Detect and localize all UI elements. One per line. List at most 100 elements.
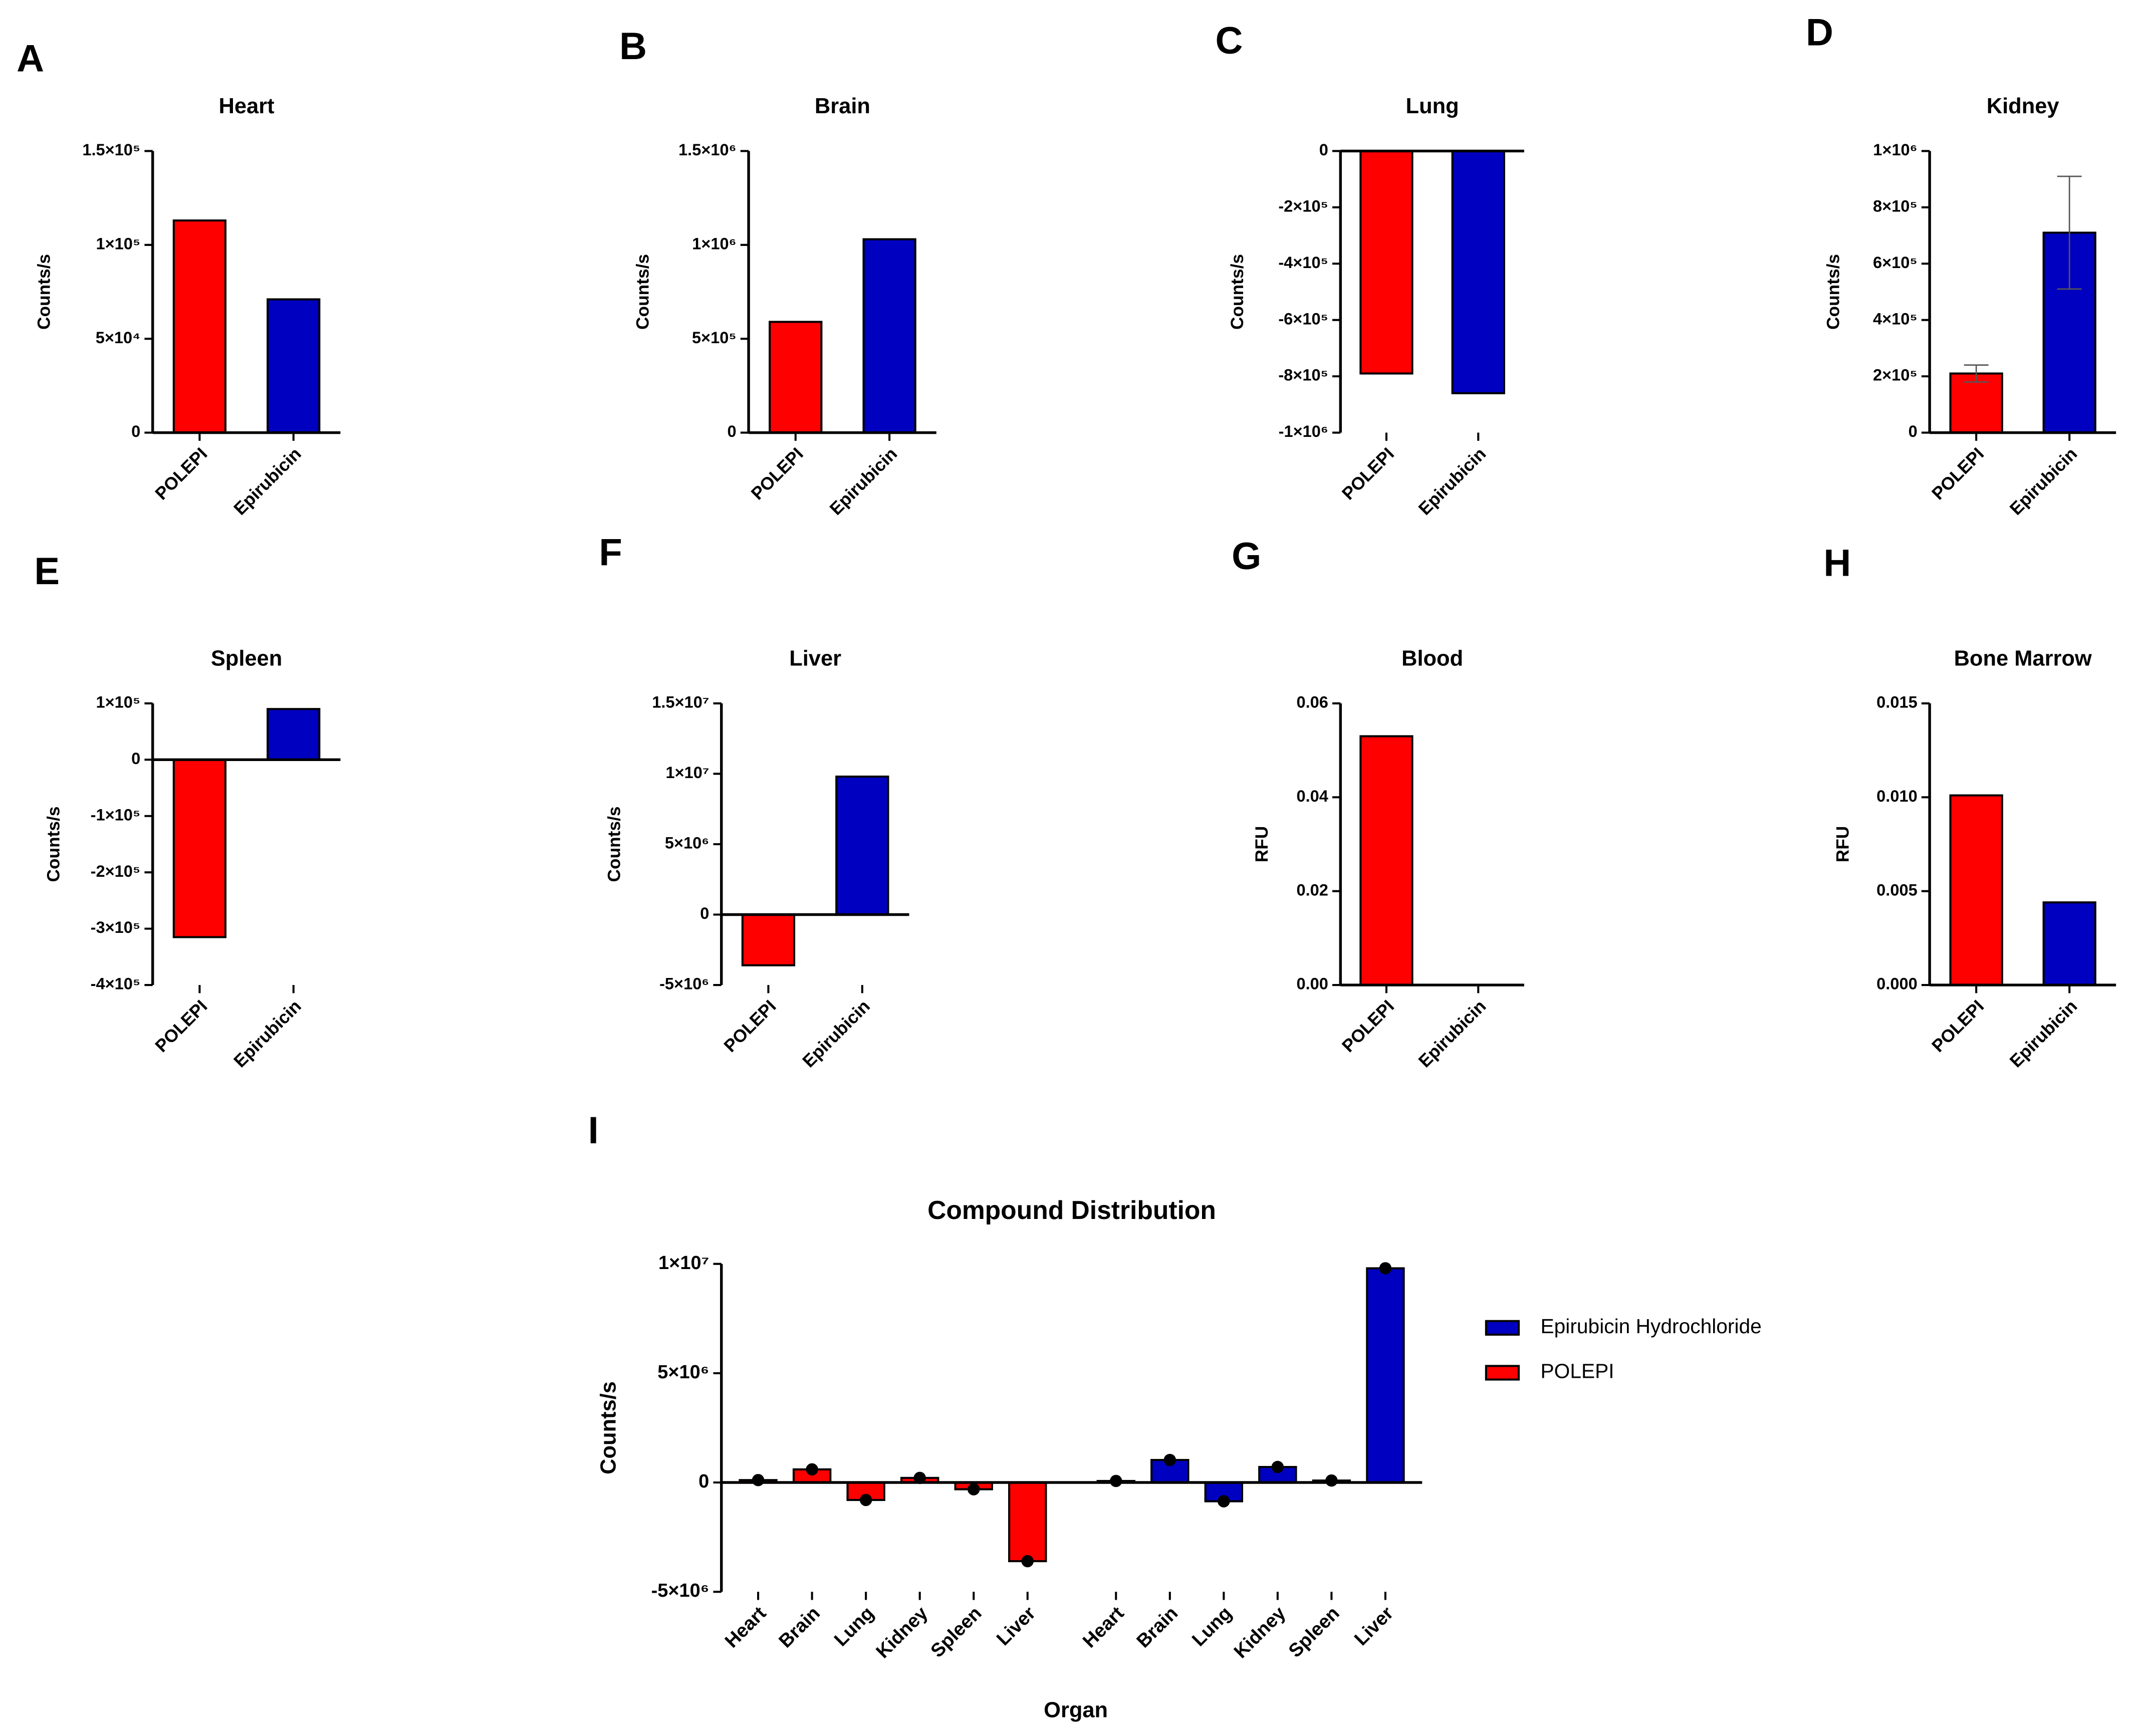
y-axis-label: Counts/s [633,254,652,330]
y-tick-label: 0.06 [1296,693,1328,711]
y-tick-label: -5×10⁶ [659,975,709,993]
legend-label: POLEPI [1541,1360,1614,1383]
y-tick-label: -3×10⁵ [91,918,141,936]
y-axis-label: Counts/s [1228,254,1247,330]
y-tick-label: 1×10⁶ [692,234,736,253]
y-tick-label: -2×10⁵ [1278,197,1328,215]
chart-title: Brain [815,94,870,118]
data-point [859,1494,872,1507]
x-tick-label: Liver [993,1603,1040,1650]
error-bar [1964,364,1989,383]
legend-label: Epirubicin Hydrochloride [1541,1315,1762,1338]
y-tick-label: -4×10⁵ [91,975,141,993]
bar [1949,794,2003,986]
error-bar [2057,175,2082,290]
y-tick-label: 0 [1909,422,1918,440]
x-tick-label: Epirubicin [2006,444,2081,519]
x-tick-label: Epirubicin [799,997,874,1072]
panel-letter: C [1215,20,1243,62]
y-tick-label: 1×10⁵ [96,693,141,711]
data-point [1379,1262,1392,1275]
y-tick-label: 4×10⁵ [1873,310,1918,328]
y-tick-label: 5×10⁶ [657,1362,709,1383]
y-tick-label: 2×10⁵ [1873,366,1918,384]
bar [2042,901,2096,986]
x-tick-label: Spleen [1285,1603,1344,1662]
bar [835,776,889,916]
y-tick-label: 1×10⁵ [96,234,141,253]
y-tick-label: 1.5×10⁷ [652,693,709,711]
chart-title: Kidney [1987,94,2059,118]
x-tick-label: Lung [830,1603,878,1650]
bar [1366,1267,1405,1484]
y-tick-label: 0.005 [1876,881,1918,899]
legend-swatch [1485,1320,1520,1336]
data-point [1110,1474,1122,1487]
x-tick-label: Kidney [872,1603,932,1662]
panel-letter: I [588,1109,599,1152]
y-tick-label: -8×10⁵ [1278,366,1328,384]
panel-letter: G [1232,535,1261,578]
data-point [1163,1453,1176,1466]
y-tick-label: 0.00 [1296,975,1328,993]
chart-title: Spleen [211,646,282,670]
panel-letter: F [599,531,622,574]
x-tick-label: POLEPI [748,444,807,504]
y-tick-label: 0 [700,904,709,922]
chart-title: Blood [1401,646,1463,670]
chart-title: Bone Marrow [1954,646,2092,670]
x-tick-label: POLEPI [151,444,211,504]
x-tick-label: POLEPI [1338,444,1398,504]
x-tick-label: Brain [1133,1603,1182,1652]
y-tick-label: 0 [728,422,737,440]
y-tick-label: -5×10⁶ [651,1580,709,1601]
x-tick-label: POLEPI [1338,997,1398,1056]
panel-letter: D [1806,12,1833,54]
y-tick-label: 0.010 [1876,787,1918,805]
bar [1204,1481,1244,1503]
bar [172,219,226,434]
y-tick-label: 1×10⁶ [1873,141,1917,159]
data-point [1271,1460,1284,1473]
y-axis-label: RFU [1252,826,1272,863]
y-tick-label: 8×10⁵ [1873,197,1918,215]
y-tick-label: -4×10⁵ [1278,254,1328,272]
y-tick-label: -6×10⁵ [1278,310,1328,328]
y-tick-label: 5×10⁶ [665,834,709,852]
y-axis-label: Counts/s [34,254,54,330]
y-axis-label: Counts/s [44,806,63,882]
x-tick-label: POLEPI [151,997,211,1056]
x-tick-label: Epirubicin [230,444,305,519]
panel-letter: H [1823,542,1851,585]
y-tick-label: 0.015 [1876,693,1918,711]
y-tick-label: 0 [131,422,140,440]
y-tick-label: -2×10⁵ [91,862,141,880]
chart-title: Lung [1406,94,1459,118]
bar [1359,735,1413,986]
y-tick-label: 0 [698,1471,709,1492]
x-axis-label: Organ [1044,1698,1108,1722]
data-point [1218,1495,1230,1508]
y-tick-label: 1×10⁷ [665,764,709,782]
bar [1008,1481,1047,1563]
y-axis-label: Counts/s [1823,254,1843,330]
legend-swatch [1485,1365,1520,1381]
y-tick-label: 1×10⁷ [658,1253,709,1274]
data-point [913,1471,926,1484]
y-tick-label: 0 [1319,141,1328,159]
bar [1949,372,2003,434]
chart-title: Heart [219,94,275,118]
x-tick-label: Epirubicin [1415,997,1490,1072]
y-tick-label: -1×10⁶ [1279,422,1328,440]
data-point [1021,1555,1034,1568]
y-axis-label: Counts/s [604,806,624,882]
panel-letter: E [34,550,60,593]
bar [267,298,321,434]
bar [741,913,796,966]
bar [1451,150,1505,394]
bar [769,321,823,434]
x-tick-label: Lung [1188,1603,1236,1650]
y-tick-label: 0.04 [1296,787,1328,805]
